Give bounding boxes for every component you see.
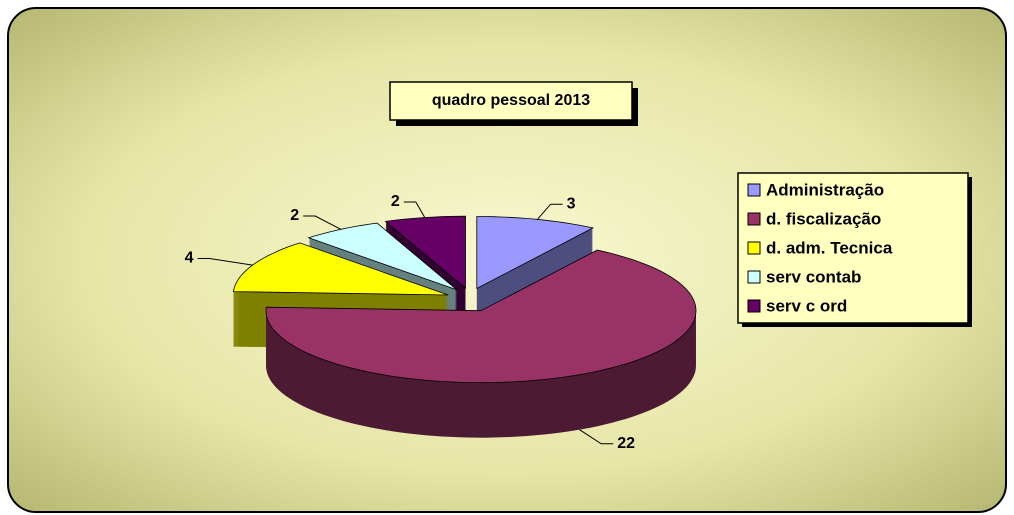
legend-swatch (747, 299, 761, 313)
legend-label: d. adm. Tecnica (766, 238, 893, 257)
data-label: 4 (185, 250, 194, 267)
title-box (389, 81, 633, 121)
chart-title: quadro pessoal 2013 (432, 92, 590, 109)
leader-line (579, 429, 614, 445)
legend-swatch (747, 241, 761, 255)
leader-line (536, 203, 563, 220)
pie-slice (265, 249, 697, 438)
slice-top (232, 242, 449, 296)
data-label: 2 (290, 207, 299, 224)
legend-swatch (747, 270, 761, 284)
leader-line (403, 201, 426, 218)
leader-line (197, 258, 253, 266)
data-label: 2 (391, 193, 400, 210)
legend (737, 172, 969, 324)
data-label: 3 (567, 195, 576, 212)
legend-swatch (747, 183, 761, 197)
legend-label: serv c ord (766, 296, 847, 315)
slice-top (265, 249, 697, 384)
legend-label: Administração (766, 180, 884, 199)
leader-line (303, 215, 342, 230)
data-label: 22 (617, 435, 635, 452)
legend-swatch (747, 212, 761, 226)
legend-label: d. fiscalização (766, 209, 881, 228)
legend-label: serv contab (766, 267, 861, 286)
